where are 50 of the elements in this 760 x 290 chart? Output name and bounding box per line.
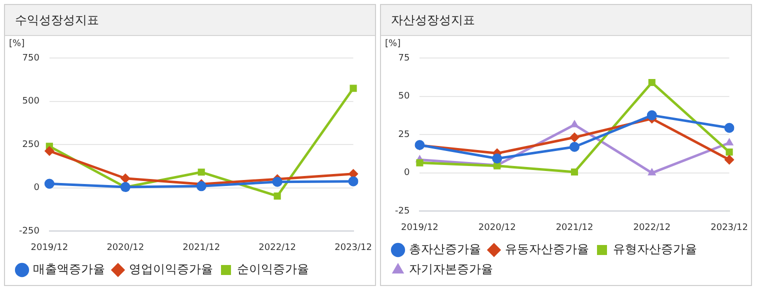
x-tick-label: 2021/12 (182, 242, 220, 253)
point (648, 168, 656, 176)
y-axis-title: [%] (9, 38, 25, 49)
x-tick-label: 2020/12 (478, 222, 516, 233)
legend-label: 유동자산증가율 (505, 242, 589, 256)
chart-title: 수익성장성지표 (5, 5, 375, 36)
point (570, 168, 578, 176)
y-tick-label: 750 (22, 53, 40, 64)
x-tick-label: 2021/12 (556, 222, 594, 233)
point (44, 178, 54, 189)
legend-label: 영업이익증가율 (129, 262, 213, 276)
legend-label: 유형자산증가율 (613, 242, 697, 256)
y-tick-label: 500 (22, 96, 40, 107)
point (724, 122, 734, 133)
point (348, 176, 358, 186)
y-tick-label: 25 (398, 130, 410, 140)
y-tick-label: -250 (18, 226, 40, 237)
y-tick-label: 250 (22, 140, 40, 150)
point (272, 176, 282, 187)
legend-label: 순이익증가율 (237, 262, 309, 276)
x-tick-label: 2022/12 (633, 222, 671, 233)
legend-label: 자기자본증가율 (409, 262, 493, 276)
y-tick-label: 50 (398, 92, 410, 102)
point (198, 168, 205, 176)
x-tick-label: 2023/12 (334, 242, 372, 253)
x-tick-label: 2019/12 (30, 242, 68, 253)
point (570, 142, 580, 152)
y-tick-label: -25 (394, 206, 410, 217)
point (570, 132, 580, 142)
x-tick-label: 2019/12 (401, 222, 438, 233)
x-tick-label: 2022/12 (258, 242, 296, 253)
legend-label: 매출액증가율 (33, 262, 105, 276)
y-axis-title: [%] (385, 38, 401, 49)
point (350, 84, 357, 92)
point (646, 110, 657, 120)
x-tick-label: 2023/12 (710, 222, 748, 233)
y-tick-label: 0 (34, 183, 40, 194)
legend-label: 총자산증가율 (409, 242, 481, 256)
chart-title: 자산성장성지표 (381, 5, 751, 36)
point (44, 146, 54, 156)
point (416, 159, 424, 166)
point (492, 154, 502, 164)
point (724, 154, 734, 165)
point (274, 192, 281, 200)
point (120, 173, 130, 184)
point (648, 78, 656, 86)
y-tick-label: 0 (404, 168, 410, 178)
point (726, 148, 733, 156)
y-tick-label: 75 (398, 53, 410, 64)
x-tick-label: 2020/12 (106, 242, 144, 253)
